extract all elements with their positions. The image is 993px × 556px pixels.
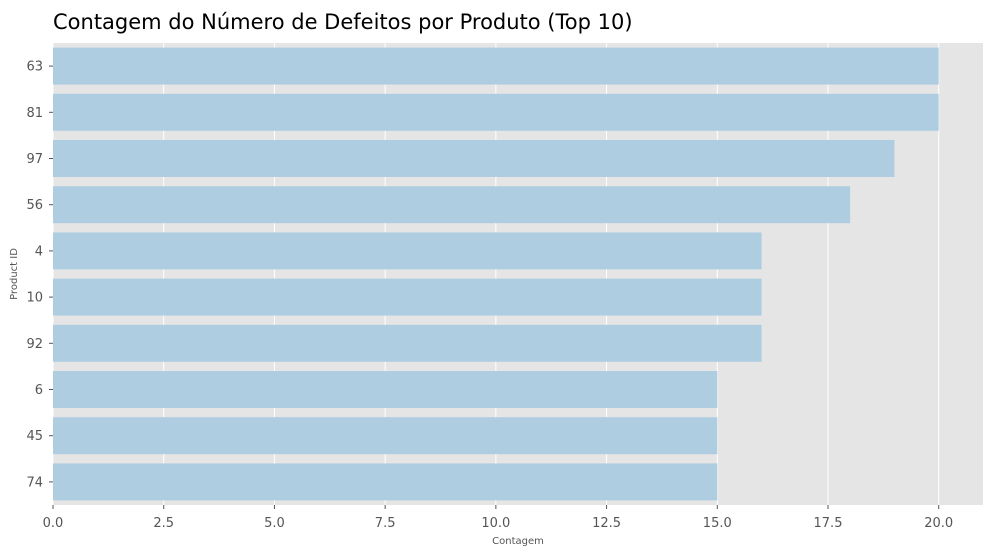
x-tick-label: 7.5 bbox=[375, 516, 396, 531]
bar-10 bbox=[53, 278, 762, 316]
x-tick-label: 5.0 bbox=[264, 516, 285, 531]
x-tick-label: 17.5 bbox=[814, 516, 843, 531]
y-tick-label: 56 bbox=[26, 198, 43, 213]
bar-6 bbox=[53, 371, 718, 408]
y-tick-label: 4 bbox=[35, 244, 43, 259]
bar-81 bbox=[53, 93, 939, 131]
x-tick-label: 12.5 bbox=[592, 516, 621, 531]
y-tick-label: 45 bbox=[26, 429, 43, 444]
bar-4 bbox=[53, 232, 762, 270]
bar-63 bbox=[53, 47, 939, 85]
y-tick-label: 74 bbox=[26, 475, 43, 490]
y-tick-label: 6 bbox=[35, 383, 43, 398]
x-tick-label: 15.0 bbox=[703, 516, 732, 531]
bar-92 bbox=[53, 324, 762, 362]
y-tick-labels: 63 81 97 56 4 10 92 6 45 74 bbox=[26, 60, 53, 490]
y-tick-label: 81 bbox=[26, 106, 43, 121]
chart-title: Contagem do Número de Defeitos por Produ… bbox=[53, 10, 633, 34]
y-tick-label: 97 bbox=[26, 152, 43, 167]
x-axis-label: Contagem bbox=[492, 536, 544, 547]
x-tick-label: 10.0 bbox=[481, 516, 510, 531]
bar-45 bbox=[53, 417, 718, 455]
x-tick-label: 20.0 bbox=[924, 516, 953, 531]
bar-97 bbox=[53, 140, 895, 177]
x-tick-labels: 0.0 2.5 5.0 7.5 10.0 12.5 15.0 17.5 20.0 bbox=[43, 505, 953, 531]
x-tick-label: 2.5 bbox=[153, 516, 174, 531]
bars bbox=[53, 47, 939, 501]
y-tick-label: 10 bbox=[26, 291, 43, 306]
y-tick-label: 92 bbox=[26, 337, 43, 352]
bar-56 bbox=[53, 186, 851, 224]
bar-74 bbox=[53, 463, 718, 501]
x-tick-label: 0.0 bbox=[43, 516, 64, 531]
y-tick-label: 63 bbox=[26, 60, 43, 75]
y-axis-label: Product ID bbox=[9, 248, 20, 300]
